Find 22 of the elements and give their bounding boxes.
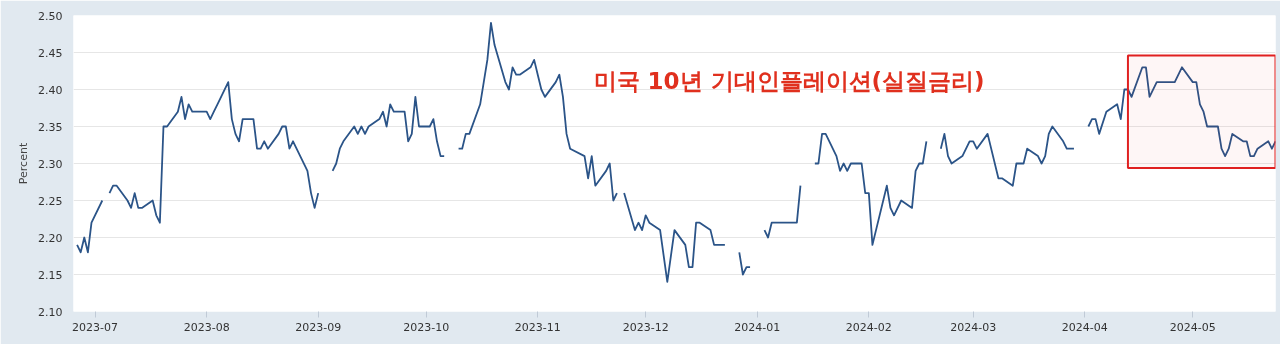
x-tick-label: 2024-01 xyxy=(734,320,781,334)
x-tick-label: 2023-09 xyxy=(295,320,342,334)
y-tick-label: 2.45 xyxy=(38,46,63,60)
x-tick-label: 2024-02 xyxy=(845,320,892,334)
y-tick-label: 2.30 xyxy=(38,157,63,171)
y-tick-label: 2.20 xyxy=(38,231,63,245)
x-tick-label: 2023-11 xyxy=(514,320,561,334)
x-tick-label: 2023-10 xyxy=(403,320,450,334)
x-tick-label: 2023-08 xyxy=(183,320,230,334)
x-tick-label: 2024-03 xyxy=(950,320,997,334)
x-tick-label: 2024-04 xyxy=(1061,320,1108,334)
y-tick-label: 2.50 xyxy=(38,9,63,23)
y-tick-label: 2.10 xyxy=(38,305,63,319)
x-tick-label: 2023-12 xyxy=(622,320,669,334)
y-axis-title: Percent xyxy=(17,142,31,185)
y-tick-label: 2.35 xyxy=(38,120,63,134)
y-tick-label: 2.15 xyxy=(38,268,63,282)
x-tick-label: 2024-05 xyxy=(1169,320,1216,334)
y-tick-label: 2.40 xyxy=(38,83,63,97)
x-tick-label: 2023-07 xyxy=(72,320,119,334)
annotation: 미국 10년 기대인플레이션(실질금리) xyxy=(593,67,985,94)
y-tick-label: 2.25 xyxy=(38,194,63,208)
